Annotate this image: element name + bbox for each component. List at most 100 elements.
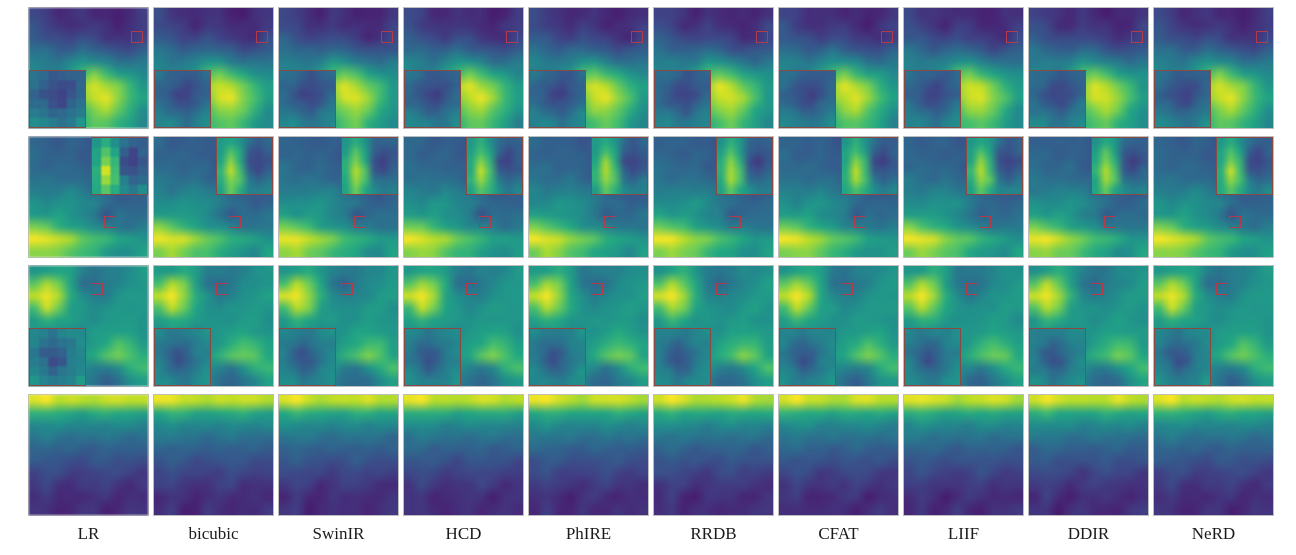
panel-sample-2-hcd: [403, 136, 524, 258]
region-marker: [1256, 31, 1268, 43]
region-marker: [1131, 31, 1143, 43]
panel-sample-1-ddir: [1028, 7, 1149, 129]
region-marker: [1104, 216, 1116, 228]
method-label-bicubic: bicubic: [188, 524, 239, 543]
panel-sample-1-bicubic: [153, 7, 274, 129]
panel-sample-3-hcd: [403, 265, 524, 387]
zoom-inset: [341, 137, 398, 195]
zoom-inset-image: [780, 329, 835, 385]
zoom-inset-image: [405, 329, 460, 385]
zoom-inset: [654, 328, 711, 386]
panel-sample-1-cfat: [778, 7, 899, 129]
zoom-inset: [654, 70, 711, 128]
zoom-inset: [404, 328, 461, 386]
zoom-inset: [154, 70, 211, 128]
region-marker: [256, 31, 268, 43]
region-marker: [91, 283, 103, 295]
panel-sample-4-bicubic: [153, 394, 274, 516]
zoom-inset: [404, 70, 461, 128]
panel-sample-3-lr: [28, 265, 149, 387]
zoom-inset-image: [780, 71, 835, 127]
heatmap-image: [779, 395, 898, 515]
panel-sample-1-nerd: [1153, 7, 1274, 129]
panel-sample-3-ddir: [1028, 265, 1149, 387]
zoom-inset-image: [530, 71, 585, 127]
figure-grid: [28, 7, 1296, 516]
zoom-inset-image: [1155, 329, 1210, 385]
zoom-inset-image: [530, 329, 585, 385]
region-marker: [604, 216, 616, 228]
method-label-lr: LR: [77, 524, 100, 543]
zoom-inset: [904, 328, 961, 386]
panel-sample-4-liif: [903, 394, 1024, 516]
panel-sample-2-liif: [903, 136, 1024, 258]
heatmap-image: [29, 395, 148, 515]
zoom-inset: [91, 137, 148, 195]
zoom-inset: [966, 137, 1023, 195]
zoom-inset-image: [1155, 71, 1210, 127]
figure-row-sample-1: [28, 7, 1296, 129]
method-label-liif: LIIF: [947, 524, 980, 543]
zoom-inset: [591, 137, 648, 195]
zoom-inset-image: [405, 71, 460, 127]
region-marker: [881, 31, 893, 43]
zoom-inset-image: [1092, 138, 1147, 194]
region-marker: [979, 216, 991, 228]
panel-sample-2-swinir: [278, 136, 399, 258]
figure-row-sample-4: [28, 394, 1296, 516]
heatmap-image: [154, 395, 273, 515]
region-marker: [1091, 283, 1103, 295]
zoom-inset-image: [280, 71, 335, 127]
region-marker: [591, 283, 603, 295]
panel-sample-3-nerd: [1153, 265, 1274, 387]
zoom-inset: [29, 328, 86, 386]
panel-sample-1-swinir: [278, 7, 399, 129]
region-marker: [341, 283, 353, 295]
heatmap-image: [1029, 395, 1148, 515]
panel-sample-1-hcd: [403, 7, 524, 129]
method-label-nerd: NeRD: [1191, 524, 1236, 543]
zoom-inset-image: [217, 138, 272, 194]
region-marker: [966, 283, 978, 295]
zoom-inset: [216, 137, 273, 195]
zoom-inset: [466, 137, 523, 195]
panel-sample-1-rrdb: [653, 7, 774, 129]
panel-sample-4-rrdb: [653, 394, 774, 516]
zoom-inset-image: [717, 138, 772, 194]
heatmap-image: [654, 395, 773, 515]
method-label-hcd: HCD: [445, 524, 482, 543]
zoom-inset-image: [92, 138, 147, 194]
zoom-inset: [1091, 137, 1148, 195]
heatmap-image: [404, 395, 523, 515]
method-label-rrdb: RRDB: [690, 524, 737, 543]
region-marker: [716, 283, 728, 295]
zoom-inset: [1216, 137, 1273, 195]
panel-sample-4-ddir: [1028, 394, 1149, 516]
panel-sample-3-rrdb: [653, 265, 774, 387]
zoom-inset-image: [342, 138, 397, 194]
region-marker: [1229, 216, 1241, 228]
zoom-inset-image: [1217, 138, 1272, 194]
region-marker: [131, 31, 143, 43]
panel-sample-4-cfat: [778, 394, 899, 516]
region-marker: [479, 216, 491, 228]
zoom-inset-image: [30, 329, 85, 385]
panel-sample-2-lr: [28, 136, 149, 258]
zoom-inset: [154, 328, 211, 386]
zoom-inset-image: [280, 329, 335, 385]
panel-sample-4-nerd: [1153, 394, 1274, 516]
zoom-inset-image: [842, 138, 897, 194]
zoom-inset-image: [592, 138, 647, 194]
region-marker: [381, 31, 393, 43]
zoom-inset: [529, 328, 586, 386]
panel-sample-4-hcd: [403, 394, 524, 516]
region-marker: [756, 31, 768, 43]
zoom-inset-image: [967, 138, 1022, 194]
panel-sample-2-ddir: [1028, 136, 1149, 258]
zoom-inset-image: [905, 329, 960, 385]
panel-sample-1-lr: [28, 7, 149, 129]
panel-sample-1-liif: [903, 7, 1024, 129]
zoom-inset: [841, 137, 898, 195]
zoom-inset: [1154, 70, 1211, 128]
